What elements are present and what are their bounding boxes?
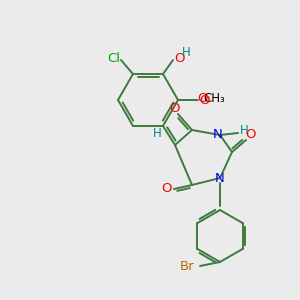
Text: H: H — [153, 127, 161, 140]
Text: N: N — [213, 128, 223, 142]
Text: O: O — [197, 92, 207, 106]
Text: H: H — [240, 124, 248, 137]
Text: H: H — [182, 46, 191, 59]
Text: N: N — [215, 172, 225, 184]
Text: O: O — [245, 128, 255, 140]
Text: Cl: Cl — [107, 52, 120, 64]
Text: O: O — [169, 101, 179, 115]
Text: O: O — [161, 182, 171, 196]
Text: O: O — [174, 52, 184, 64]
Text: CH₃: CH₃ — [203, 92, 225, 106]
Text: O: O — [199, 94, 209, 106]
Text: Br: Br — [179, 260, 194, 274]
